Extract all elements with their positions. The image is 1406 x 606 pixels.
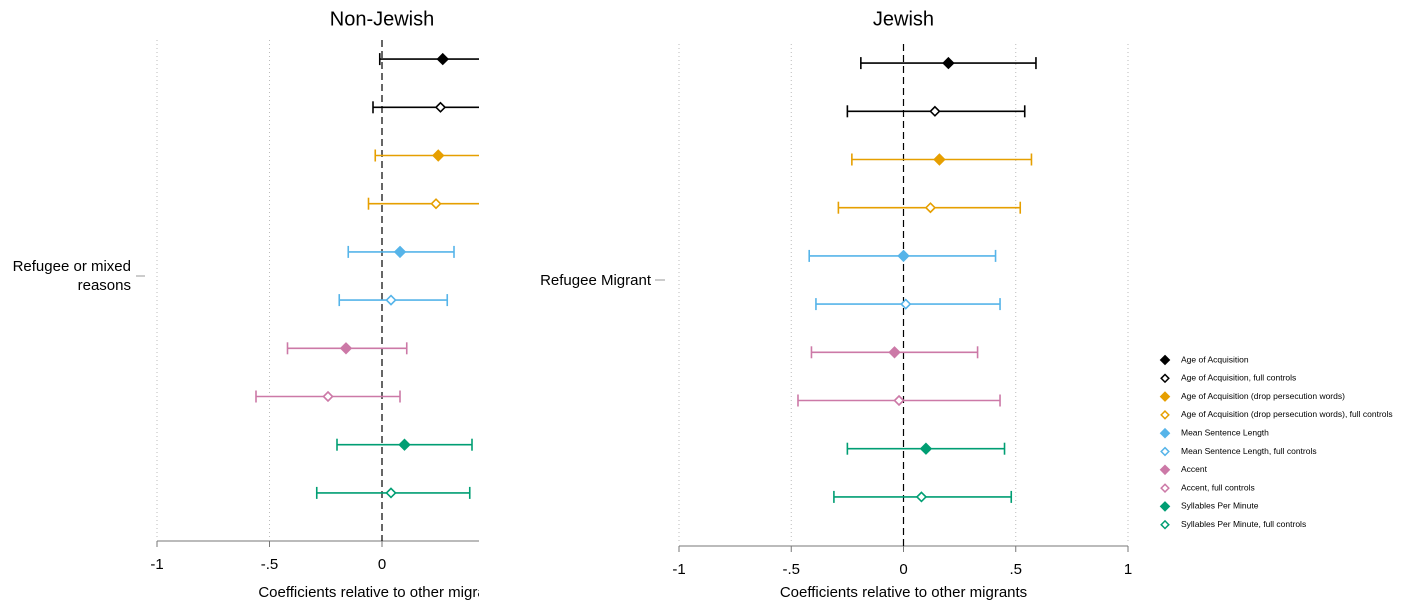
point (436, 52, 449, 66)
series (808, 249, 997, 263)
series (315, 486, 471, 499)
panel-title: Non-Jewish (330, 8, 434, 30)
legend-marker (1160, 410, 1170, 420)
series (372, 101, 479, 114)
point (339, 342, 353, 355)
panel: -1 -.5 0 Coefficients relative to other mig… (150, 40, 505, 601)
series (837, 201, 1022, 214)
point (432, 149, 445, 162)
legend-marker (1159, 391, 1171, 402)
point (893, 394, 905, 407)
legend-label: Syllables Per Minute (1181, 501, 1259, 511)
panel: -1 -.5 0 .5 1 Coefficients relative to other … (672, 44, 1132, 601)
x-axis-title: Coefficients relative to other migrants (258, 584, 505, 601)
series (286, 342, 408, 355)
series (815, 298, 1001, 311)
x-tick-label: 0 (378, 556, 386, 573)
y-tick-label: Refugee or mixed reasons (12, 258, 131, 294)
series (846, 105, 1026, 118)
point (385, 294, 397, 306)
series (378, 52, 479, 66)
x-tick-label: 0 (899, 561, 907, 578)
legend-marker (1160, 446, 1170, 457)
point (430, 198, 442, 210)
legend-marker (1160, 373, 1170, 384)
point (385, 487, 397, 499)
panel-title: Jewish (873, 8, 934, 30)
point (929, 105, 941, 117)
series (797, 394, 1001, 407)
legend-marker (1159, 501, 1171, 512)
x-tick-label: 1 (1124, 561, 1132, 578)
series (860, 56, 1037, 70)
legend-marker (1159, 354, 1171, 366)
point (398, 438, 411, 451)
point (900, 298, 912, 310)
point (924, 202, 937, 214)
x-tick-label: -1 (150, 556, 163, 573)
legend-label: Syllables Per Minute, full controls (1181, 519, 1306, 529)
legend-marker (1160, 483, 1170, 493)
point (393, 245, 407, 259)
point (915, 491, 928, 503)
point (942, 56, 955, 70)
x-tick-label: .5 (1009, 561, 1022, 578)
series (338, 294, 449, 307)
point (897, 249, 910, 263)
point (888, 346, 901, 359)
series (336, 438, 473, 451)
legend-marker (1160, 519, 1170, 530)
point (322, 390, 334, 403)
legend-label: Age of Acquisition (drop persecution wor… (1181, 391, 1345, 401)
series (851, 153, 1033, 166)
series (810, 346, 979, 359)
series (347, 245, 455, 259)
legend-label: Mean Sentence Length, full controls (1181, 446, 1317, 456)
legend-label: Age of Acquisition (drop persecution wor… (1181, 409, 1393, 419)
legend-label: Accent, full controls (1181, 482, 1255, 492)
point (933, 153, 946, 166)
point (434, 101, 447, 113)
legend-marker (1159, 464, 1171, 476)
x-tick-label: -1 (672, 561, 685, 578)
y-tick-label: Refugee Migrant (540, 271, 651, 289)
legend-label: Age of Acquisition, full controls (1181, 373, 1296, 383)
series (846, 442, 1006, 455)
series (374, 149, 479, 162)
point (919, 442, 933, 455)
legend-label: Age of Acquisition (1181, 354, 1249, 364)
x-tick-label: -.5 (261, 556, 279, 573)
x-tick-label: -.5 (782, 561, 800, 578)
legend-label: Mean Sentence Length (1181, 427, 1269, 437)
legend-label: Accent (1181, 464, 1208, 474)
x-axis-title: Coefficients relative to other migrants (780, 584, 1027, 601)
series (833, 490, 1013, 503)
series (367, 197, 479, 210)
legend-marker (1159, 427, 1171, 439)
series (255, 390, 401, 403)
